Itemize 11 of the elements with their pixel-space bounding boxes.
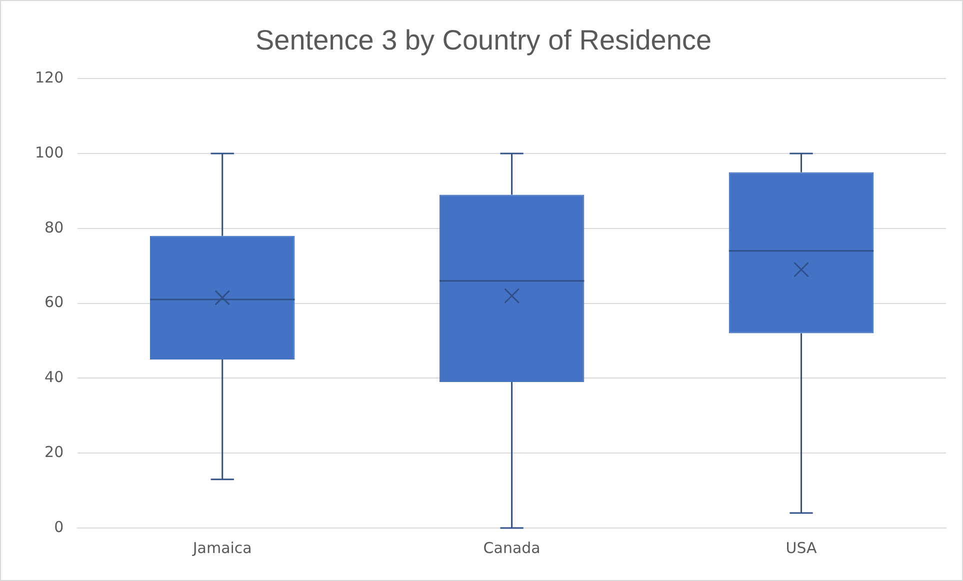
y-tick-label: 60: [44, 293, 64, 312]
y-tick-label: 120: [34, 68, 64, 86]
x-tick-label: Jamaica: [192, 538, 252, 557]
chart-title: Sentence 3 by Country of Residence: [255, 24, 712, 56]
y-tick-label: 40: [44, 368, 64, 386]
y-tick-label: 20: [44, 442, 64, 461]
y-tick-label: 0: [54, 518, 64, 536]
y-tick-label: 80: [44, 218, 64, 236]
x-tick-label: USA: [786, 538, 818, 557]
x-tick-label: Canada: [483, 538, 540, 557]
y-tick-label: 100: [34, 143, 64, 162]
